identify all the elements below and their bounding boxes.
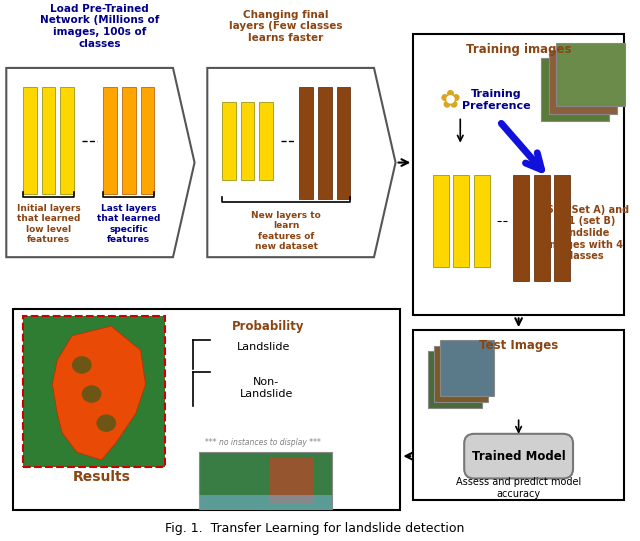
- Text: Changing final
layers (Few classes
learns faster: Changing final layers (Few classes learn…: [229, 10, 342, 43]
- Bar: [541, 58, 609, 121]
- Bar: [554, 175, 570, 281]
- Bar: [23, 87, 36, 194]
- Bar: [413, 330, 624, 500]
- Bar: [270, 458, 314, 503]
- Bar: [42, 87, 55, 194]
- Bar: [122, 87, 136, 194]
- Polygon shape: [207, 68, 396, 257]
- Bar: [241, 102, 254, 180]
- Text: Initial layers
that learned
low level
features: Initial layers that learned low level fe…: [17, 204, 81, 245]
- Ellipse shape: [97, 414, 116, 432]
- Bar: [474, 175, 490, 267]
- Bar: [337, 87, 351, 199]
- Bar: [318, 87, 332, 199]
- Bar: [434, 346, 488, 402]
- Bar: [440, 340, 493, 396]
- Text: Fig. 1.  Transfer Learning for landslide detection: Fig. 1. Transfer Learning for landslide …: [166, 523, 465, 536]
- Text: Training
Preference: Training Preference: [462, 89, 531, 111]
- Bar: [534, 175, 550, 281]
- Ellipse shape: [72, 356, 92, 374]
- Text: New layers to
learn
features of
new dataset: New layers to learn features of new data…: [252, 211, 321, 251]
- Bar: [222, 102, 236, 180]
- Bar: [23, 316, 165, 467]
- Bar: [259, 102, 273, 180]
- Text: *** no instances to display ***: *** no instances to display ***: [205, 438, 321, 447]
- FancyBboxPatch shape: [464, 434, 573, 478]
- Text: Test Images: Test Images: [479, 339, 558, 352]
- Text: Training images: Training images: [466, 43, 572, 56]
- Polygon shape: [6, 68, 195, 257]
- Polygon shape: [52, 326, 145, 460]
- Bar: [200, 495, 332, 509]
- Bar: [513, 175, 529, 281]
- Bar: [104, 87, 117, 194]
- Bar: [413, 34, 624, 315]
- Bar: [433, 175, 449, 267]
- Bar: [60, 87, 74, 194]
- Text: Probability: Probability: [232, 320, 305, 333]
- Bar: [300, 87, 313, 199]
- Text: Load Pre-Trained
Network (Millions of
images, 100s of
classes: Load Pre-Trained Network (Millions of im…: [40, 4, 159, 49]
- Text: Trained Model: Trained Model: [472, 450, 566, 463]
- Bar: [548, 50, 617, 114]
- Bar: [556, 43, 625, 106]
- Ellipse shape: [82, 385, 101, 403]
- Bar: [200, 452, 332, 509]
- Text: 160  (Set A) and
121 (set B)
landslide
images with 4
classes: 160 (Set A) and 121 (set B) landslide im…: [540, 204, 629, 261]
- Bar: [141, 87, 154, 194]
- Text: Landslide: Landslide: [237, 342, 290, 352]
- Text: ✿: ✿: [440, 88, 461, 112]
- Text: Non-
Landslide: Non- Landslide: [239, 378, 293, 399]
- Text: Assess and predict model
accuracy: Assess and predict model accuracy: [456, 477, 581, 499]
- Bar: [453, 175, 469, 267]
- Text: Results: Results: [72, 470, 131, 484]
- Bar: [13, 308, 401, 511]
- Text: Last layers
that learned
specific
features: Last layers that learned specific featur…: [97, 204, 161, 245]
- Bar: [428, 351, 482, 407]
